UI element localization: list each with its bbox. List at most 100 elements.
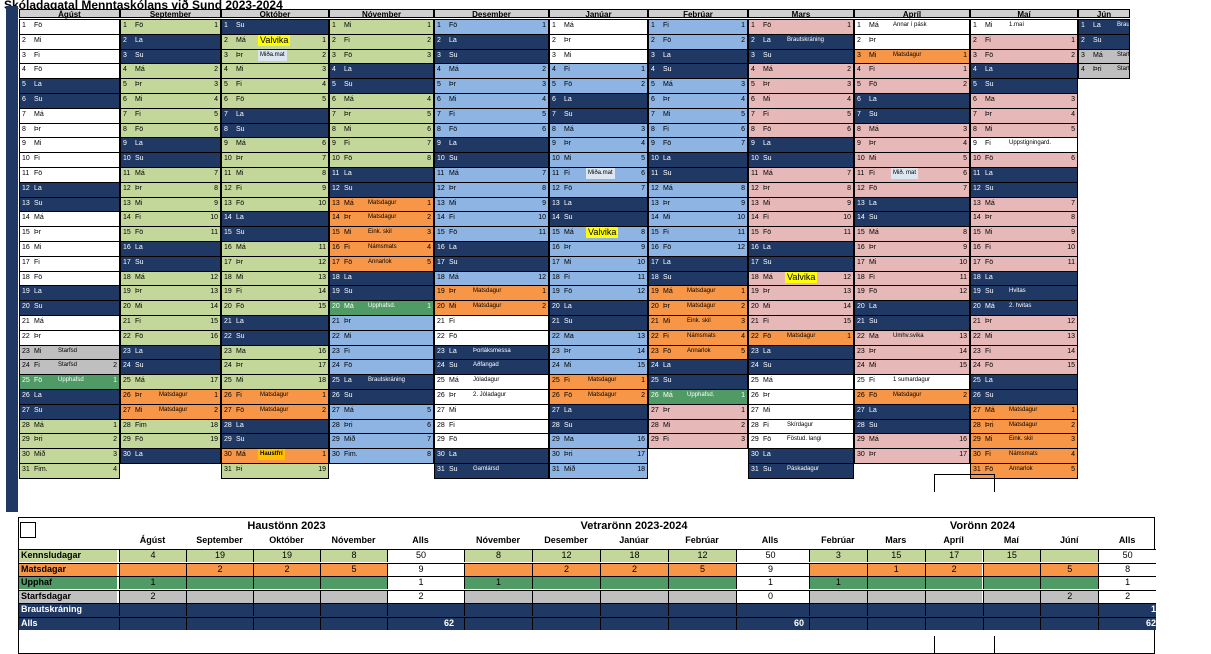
day-cell[interactable]: 18 Má Valvika 12 [748, 270, 854, 287]
day-cell[interactable]: 22 Mi 13 [970, 329, 1078, 346]
day-cell[interactable]: 9 Fi Uppstigningard. [970, 137, 1078, 154]
day-cell[interactable]: 14 Su [549, 211, 648, 228]
day-cell[interactable]: 13 Má Matsdagur 1 [329, 196, 434, 213]
day-cell[interactable]: 6 Su [19, 93, 120, 109]
day-cell[interactable]: 21 Su [549, 315, 648, 331]
day-cell[interactable]: 29 Má 16 [854, 433, 970, 450]
day-cell[interactable]: 31 Mið 18 [549, 463, 648, 479]
day-cell[interactable]: 16 La [434, 241, 549, 257]
day-cell[interactable]: 13 La [854, 196, 970, 213]
day-cell[interactable]: 21 Fi 15 [120, 315, 221, 331]
day-cell[interactable]: 17 Fö Annarlok 5 [329, 255, 434, 272]
day-cell[interactable]: 4 Mi 3 [221, 63, 329, 80]
day-cell[interactable]: 2 Má Valvika 1 [221, 33, 329, 50]
day-cell[interactable]: 18 Su [648, 270, 748, 287]
day-cell[interactable]: 11 Fi Miða.mat 6 [549, 167, 648, 183]
day-cell[interactable]: 6 Mi 4 [748, 93, 854, 109]
day-cell[interactable]: 1 Fö [19, 19, 120, 35]
day-cell[interactable]: 25 La [970, 374, 1078, 390]
day-cell[interactable]: 13 Mi 9 [120, 196, 221, 213]
day-cell[interactable]: 14 Þr Matsdagur 2 [329, 211, 434, 228]
day-cell[interactable]: 11 Fö [19, 167, 120, 183]
day-cell[interactable]: 16 La [748, 241, 854, 257]
day-cell[interactable]: 3 Su [748, 48, 854, 65]
day-cell[interactable]: 5 La [19, 78, 120, 94]
day-cell[interactable]: 23 Mi Starfsd [19, 344, 120, 361]
day-cell[interactable]: 2 Fö 2 [648, 33, 748, 50]
day-cell[interactable]: 13 La [549, 196, 648, 213]
day-cell[interactable]: 6 Mi 4 [120, 93, 221, 109]
day-cell[interactable]: 28 Fi [434, 418, 549, 435]
day-cell[interactable]: 26 Þr 2. Jóladagur [434, 389, 549, 405]
day-cell[interactable]: 3 Fi [19, 48, 120, 65]
day-cell[interactable]: 26 Fö Matsdagur 2 [549, 389, 648, 405]
day-cell[interactable]: 12 Fö 7 [854, 181, 970, 198]
day-cell[interactable]: 21 Fi [434, 315, 549, 331]
day-cell[interactable]: 29 Fi 3 [648, 433, 748, 450]
day-cell[interactable]: 28 La [221, 418, 329, 435]
day-cell[interactable]: 25 La Brautskráning [329, 374, 434, 390]
day-cell[interactable]: 24 Fi Starfsd 2 [19, 359, 120, 376]
day-cell[interactable]: 6 Ma 3 [970, 93, 1078, 109]
day-cell[interactable]: 30 Þr 17 [854, 448, 970, 464]
day-cell[interactable]: 6 Þr 4 [648, 93, 748, 109]
day-cell[interactable]: 26 Fi Matsdagur 1 [221, 389, 329, 405]
day-cell[interactable]: 1 Mi 1 [329, 19, 434, 35]
day-cell[interactable]: 31 Su Gamlársd [434, 463, 549, 479]
day-cell[interactable]: 2 Þr [549, 33, 648, 50]
day-cell[interactable]: 27 Mi [434, 403, 549, 420]
day-cell[interactable]: 18 Fi 11 [549, 270, 648, 287]
day-cell[interactable]: 23 Ma 16 [221, 344, 329, 361]
day-cell[interactable]: 1 Má [549, 19, 648, 35]
day-cell[interactable]: 4 Þri Starfsd [1078, 63, 1130, 80]
day-cell[interactable]: 11 La [970, 167, 1078, 183]
day-cell[interactable]: 17 Su [748, 255, 854, 272]
day-cell[interactable]: 23 Þr 14 [854, 344, 970, 361]
day-cell[interactable]: 3 Þr Miða.mat 2 [221, 48, 329, 65]
day-cell[interactable]: 29 Þri 2 [19, 433, 120, 450]
day-cell[interactable]: 10 Mi 5 [854, 152, 970, 168]
day-cell[interactable]: 13 Má 7 [970, 196, 1078, 213]
day-cell[interactable]: 3 Má Starfsd [1078, 48, 1130, 65]
day-cell[interactable]: 31 Su Páskadagur [748, 463, 854, 479]
day-cell[interactable]: 10 Fö 6 [970, 152, 1078, 168]
day-cell[interactable]: 15 Mi 9 [970, 226, 1078, 242]
day-cell[interactable]: 17 Mi 10 [549, 255, 648, 272]
day-cell[interactable]: 19 Fö 12 [549, 285, 648, 302]
day-cell[interactable]: 11 Su [648, 167, 748, 183]
day-cell[interactable]: 25 Fi 1 sumardagur [854, 374, 970, 390]
day-cell[interactable]: 7 Þr 5 [329, 107, 434, 124]
day-cell[interactable]: 25 Mi 18 [221, 374, 329, 390]
day-cell[interactable]: 7 Fi 5 [120, 107, 221, 124]
day-cell[interactable]: 15 Má Valvika 8 [549, 226, 648, 242]
day-cell[interactable]: 12 Su [970, 181, 1078, 198]
day-cell[interactable]: 20 Má 2. hvitas [970, 300, 1078, 316]
day-cell[interactable]: 2 La Brautskráning [748, 33, 854, 50]
day-cell[interactable]: 27 Þr 1 [648, 403, 748, 420]
day-cell[interactable]: 11 Fi Mið. mat 6 [854, 167, 970, 183]
day-cell[interactable]: 14 Fi 10 [748, 211, 854, 228]
day-cell[interactable]: 14 Fi 10 [120, 211, 221, 228]
day-cell[interactable]: 7 Su [854, 107, 970, 124]
day-cell[interactable]: 17 Fö 11 [970, 255, 1078, 272]
day-cell[interactable]: 29 Mið 7 [329, 433, 434, 450]
day-cell[interactable]: 24 Su Aðfangad [434, 359, 549, 376]
day-cell[interactable]: 4 Má 2 [748, 63, 854, 80]
day-cell[interactable]: 7 Su [549, 107, 648, 124]
day-cell[interactable]: 30 Þri 17 [549, 448, 648, 464]
day-cell[interactable]: 13 Su [19, 196, 120, 213]
day-cell[interactable]: 3 Fö 3 [329, 48, 434, 65]
day-cell[interactable]: 2 Su [1078, 33, 1130, 50]
day-cell[interactable]: 17 Su [120, 255, 221, 272]
day-cell[interactable]: 25 Su [648, 374, 748, 390]
day-cell[interactable]: 30 La [120, 448, 221, 464]
day-cell[interactable]: 1 Fi 1 [648, 19, 748, 35]
day-cell[interactable]: 30 La [434, 448, 549, 464]
day-cell[interactable]: 4 Fi 1 [549, 63, 648, 80]
day-cell[interactable]: 14 Su [854, 211, 970, 228]
day-cell[interactable]: 30 Fi Námsmats 4 [970, 448, 1078, 464]
day-cell[interactable]: 18 Mi 13 [221, 270, 329, 287]
day-cell[interactable]: 13 Þr 9 [648, 196, 748, 213]
day-cell[interactable]: 25 Má [748, 374, 854, 390]
day-cell[interactable]: 21 Mi Eink. skil 3 [648, 315, 748, 331]
